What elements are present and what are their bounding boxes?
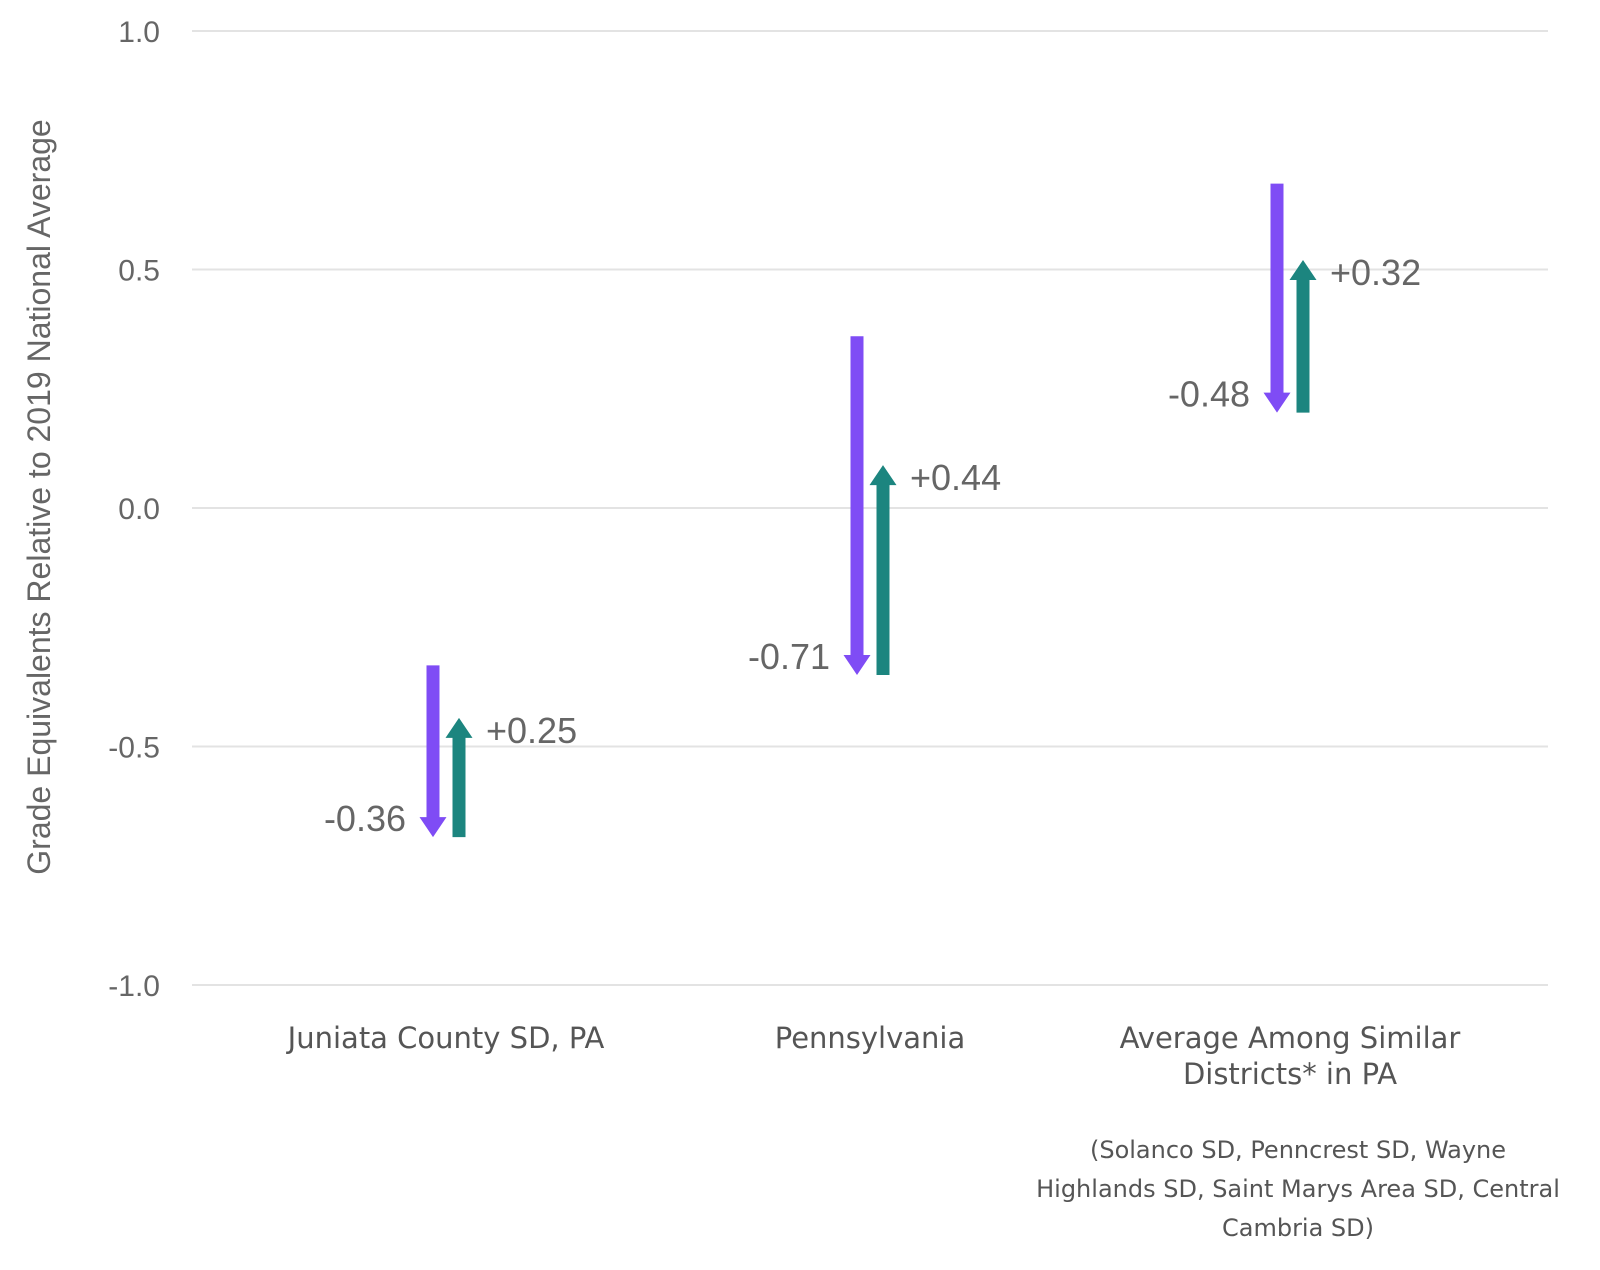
increase-arrow (445, 717, 473, 838)
x-axis-categories: Juniata County SD, PA Pennsylvania Average… (286, 1021, 1560, 1242)
category-note: Highlands SD, Saint Marys Area SD, Centr… (1036, 1175, 1560, 1203)
y-axis-ticks: 1.0 0.5 0.0 -0.5 -1.0 (108, 16, 160, 1003)
y-tick-label: -0.5 (108, 732, 160, 765)
data-labels: -0.36 -0.71 -0.48 +0.25 +0.44 +0.32 (324, 252, 1421, 839)
y-tick-label: -1.0 (108, 970, 160, 1003)
data-label: -0.48 (1168, 374, 1250, 415)
y-tick-label: 1.0 (118, 16, 160, 49)
y-tick-label: 0.0 (118, 493, 160, 526)
decrease-arrow (419, 665, 447, 838)
data-label: -0.71 (748, 636, 830, 677)
data-label: +0.44 (910, 457, 1001, 498)
category-note: (Solanco SD, Penncrest SD, Wayne (1090, 1136, 1506, 1164)
y-axis-label: Grade Equivalents Relative to 2019 Natio… (21, 119, 57, 874)
category-label: Average Among Similar (1120, 1021, 1461, 1055)
increase-arrow (1289, 259, 1317, 413)
category-label: Pennsylvania (775, 1021, 966, 1055)
increase-arrow (869, 465, 897, 675)
grid-lines (192, 30, 1548, 986)
decrease-arrow (843, 336, 871, 675)
category-label: Juniata County SD, PA (286, 1021, 605, 1055)
arrows (419, 183, 1317, 838)
data-label: -0.36 (324, 798, 406, 839)
category-note: Cambria SD) (1222, 1214, 1374, 1242)
data-label: +0.32 (1330, 252, 1421, 293)
data-label: +0.25 (486, 710, 577, 751)
decrease-arrow (1263, 183, 1291, 413)
category-label: Districts* in PA (1183, 1057, 1397, 1091)
y-tick-label: 0.5 (118, 255, 160, 288)
